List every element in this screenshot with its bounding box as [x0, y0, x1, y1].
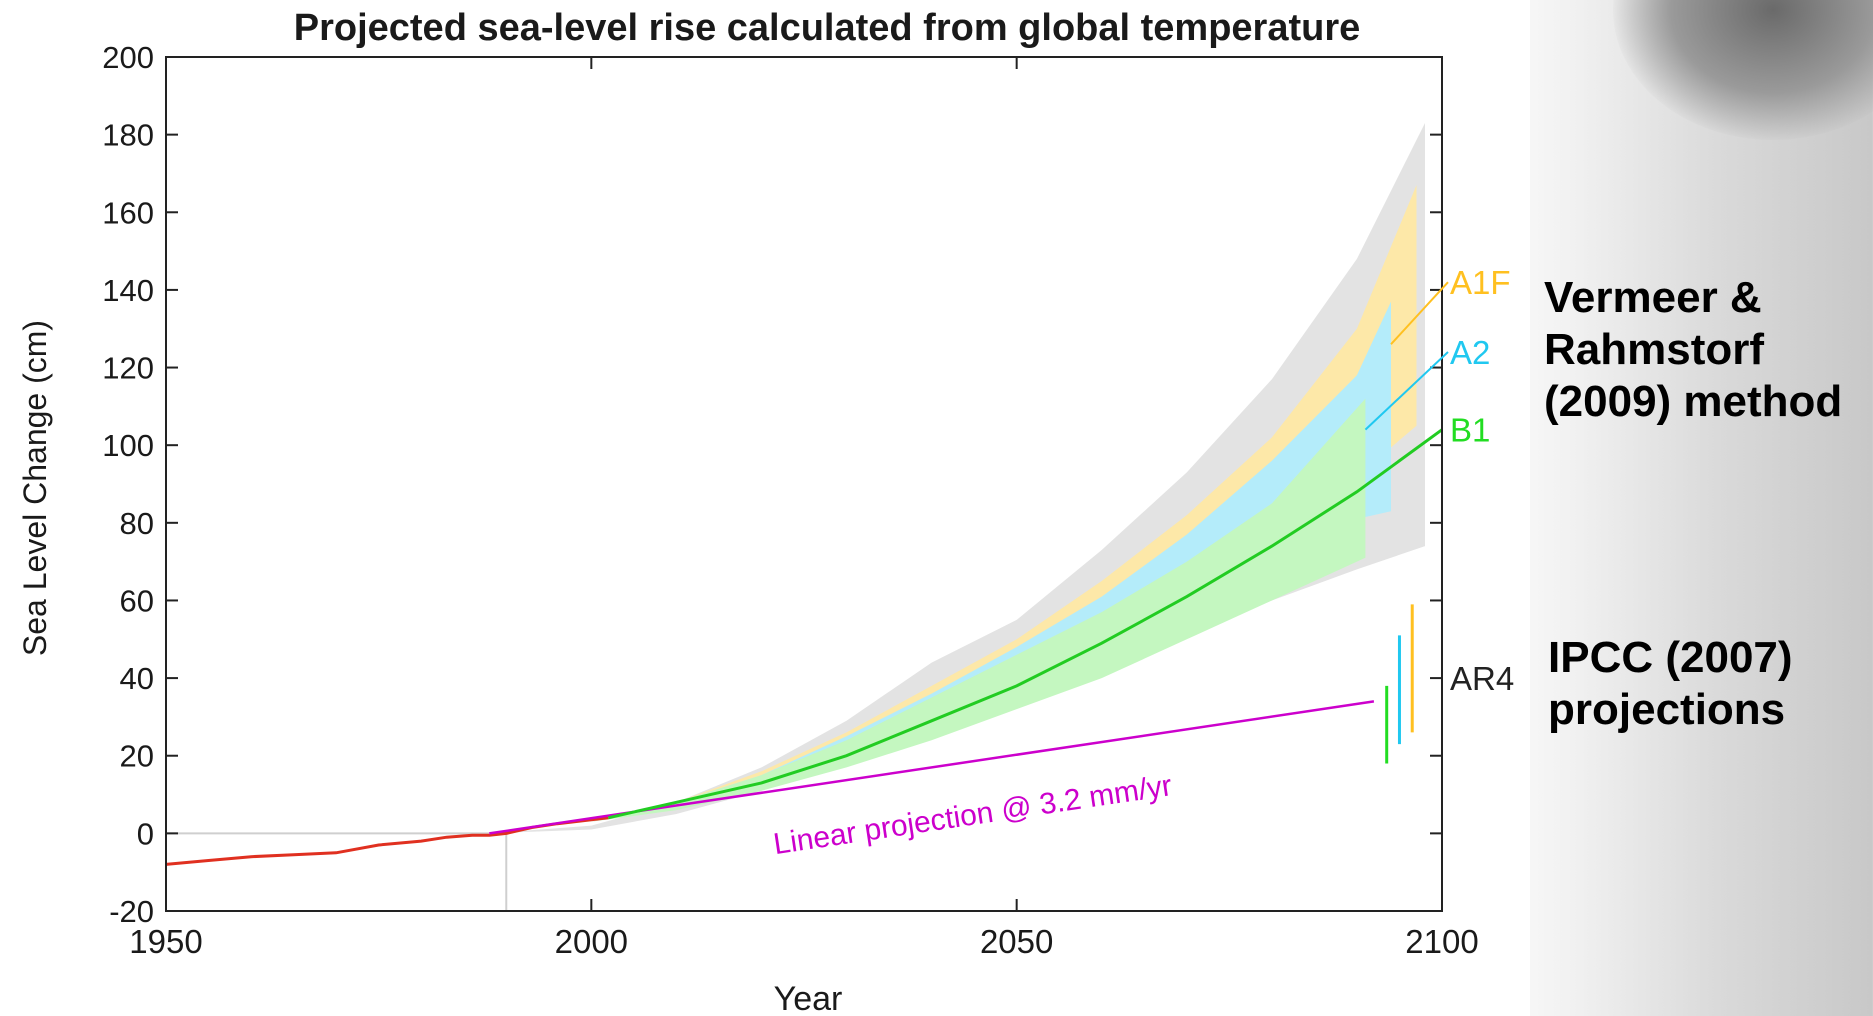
- x-tick-label: 1950: [129, 923, 202, 960]
- scenario-label-a1f: A1F: [1450, 264, 1511, 301]
- y-tick-label: 20: [120, 739, 154, 774]
- x-axis-label: Year: [774, 980, 843, 1016]
- x-tick-label: 2050: [980, 923, 1053, 960]
- ipcc-projections-label: IPCC (2007) projections: [1548, 633, 1793, 734]
- band-b1: [591, 398, 1366, 822]
- x-tick-label: 2000: [555, 923, 628, 960]
- y-tick-label: 160: [102, 195, 154, 230]
- y-tick-label: 180: [102, 118, 154, 153]
- plot-frame: [165, 56, 1443, 912]
- y-tick-label: 80: [120, 506, 154, 541]
- chart-title: Projected sea-level rise calculated from…: [294, 7, 1361, 49]
- y-tick-label: 0: [137, 816, 154, 851]
- x-tick-label: 2100: [1405, 923, 1478, 960]
- y-tick-label: 120: [102, 351, 154, 386]
- y-tick-label: 60: [120, 583, 154, 618]
- ar4-label: AR4: [1450, 660, 1514, 697]
- scenario-label-b1: B1: [1450, 412, 1490, 449]
- y-tick-label: 200: [102, 40, 154, 75]
- y-tick-label: 40: [120, 661, 154, 696]
- scenario-leader-a2: [1364, 351, 1449, 431]
- y-axis-label: Sea Level Change (cm): [17, 320, 53, 656]
- y-tick-label: 100: [102, 428, 154, 463]
- scenario-label-a2: A2: [1450, 334, 1490, 371]
- projection-series-line: [607, 428, 1443, 820]
- vermeer-rahmstorf-label: Vermeer & Rahmstorf (2009) method: [1544, 273, 1843, 426]
- y-tick-label: -20: [109, 894, 154, 929]
- scenario-leader-a1f: [1390, 281, 1449, 345]
- y-tick-label: 140: [102, 273, 154, 308]
